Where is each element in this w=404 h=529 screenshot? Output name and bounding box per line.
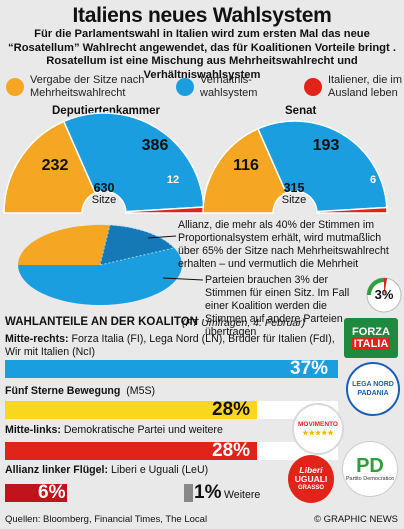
bar-others <box>184 484 193 502</box>
logo-lega-line2: PADANIA <box>357 390 389 397</box>
footer-source: Quellen: Bloomberg, Financial Times, The… <box>5 514 208 525</box>
logo-pd-name: Partito Democratico <box>345 476 395 482</box>
senate-abroad-value: 6 <box>369 174 377 186</box>
legend-dot-majority <box>6 78 24 96</box>
pie-hatch-slice <box>99 224 175 266</box>
party-detail: Forza Italia (FI), Lega Nord (LN), Brüde… <box>5 333 335 358</box>
deputies-majority-value: 232 <box>41 157 69 174</box>
deputies-total-label: Sitze <box>91 194 117 206</box>
party-detail: Liberi e Uguali (LeU) <box>110 464 209 476</box>
legend-dot-abroad <box>304 78 322 96</box>
party-detail: Demokratische Partei und weitere <box>63 424 223 436</box>
logo-movimento: MOVIMENTO ★★★★★ <box>292 403 344 455</box>
logo-movimento-line1: MOVIMENTO <box>298 421 338 428</box>
deputies-majority-segment <box>3 120 97 214</box>
senate-abroad-segment <box>316 206 388 214</box>
section-source: (FT Umfragen, 4. Februar) <box>182 317 306 329</box>
logo-forza-line2: ITALIA <box>351 338 391 350</box>
legend-dot-proportional <box>176 78 194 96</box>
bar-center-right <box>5 360 338 378</box>
senate-majority-value: 116 <box>233 157 259 174</box>
bar-value-center-left: 28% <box>212 440 251 461</box>
senate-proportional-segment <box>257 120 388 213</box>
bar-value-center-right: 37% <box>290 358 329 379</box>
logo-movimento-stars: ★★★★★ <box>302 430 334 437</box>
deputies-abroad-value: 12 <box>166 174 180 186</box>
party-name: Mitte-links: <box>5 424 61 436</box>
logo-forza-italia: FORZA ITALIA <box>344 318 398 358</box>
footer-brand: © GRAPHIC NEWS <box>313 514 398 525</box>
logo-liberi-uguali: Liberi UGUALI GRASSO <box>288 455 334 503</box>
bar-five-star <box>5 401 257 419</box>
logo-liberi-line1: Liberi <box>299 464 323 475</box>
bar-value-five-star: 28% <box>212 399 251 420</box>
party-name: Mitte-rechts: <box>5 333 69 345</box>
deputies-total: 630 <box>93 181 115 195</box>
bar-track-center-left <box>5 442 338 460</box>
logo-lega-line1: LEGA NORD <box>352 381 394 388</box>
page-title: Italiens neues Wahlsystem <box>72 4 332 27</box>
threshold-badge <box>366 277 402 313</box>
senate-proportional-value: 193 <box>312 137 340 154</box>
logo-lega-nord: LEGA NORD PADANIA <box>346 362 400 416</box>
chamber-title-senate: Senat <box>285 105 317 117</box>
others-label: Weitere <box>224 489 261 501</box>
section-title: WAHLANTEILE AN DER KOALITON <box>5 316 198 328</box>
party-detail: (M5S) <box>126 385 156 397</box>
deputies-hemicycle <box>3 112 205 214</box>
bar-value-others: 1% <box>194 482 222 503</box>
threshold-badge-label: 3% <box>374 287 394 302</box>
deputies-proportional-segment <box>62 112 205 213</box>
senate-hemicycle <box>202 120 388 214</box>
senate-total: 315 <box>283 181 305 195</box>
bar-left-alliance <box>5 484 67 502</box>
logo-liberi-line2: UGUALI <box>294 473 328 484</box>
bar-track-center-right <box>5 360 338 378</box>
senate-total-label: Sitze <box>281 194 307 206</box>
party-head-five-star: Fünf Sterne Bewegung (M5S) <box>5 385 335 398</box>
annotation-arrows <box>147 235 204 281</box>
legend-label-proportional: Verhältnis-wahlsystem <box>200 74 258 99</box>
intro-text: Für die Parlamentswahl in Italien wird z… <box>8 28 396 81</box>
bar-track-five-star <box>5 401 338 419</box>
party-head-center-right: Mitte-rechts: Forza Italia (FI), Lega No… <box>5 333 335 359</box>
chamber-title-deputies: Deputiertenkammer <box>52 105 161 117</box>
logo-forza-line1: FORZA <box>352 326 390 338</box>
legend-label-majority: Vergabe der Sitze nach Mehrheitswahlrech… <box>30 74 145 99</box>
bar-center-left <box>5 442 257 460</box>
legend-label-abroad: Italiener, die im Ausland leben <box>328 74 402 99</box>
party-head-left-alliance: Allianz linker Flügel: Liberi e Uguali (… <box>5 464 335 477</box>
logo-partito-democratico: PD Partito Democratico <box>342 441 398 497</box>
annotation-threshold: Parteien brauchen 3% der Stimmen für ein… <box>205 274 350 338</box>
logo-liberi-line3: GRASSO <box>297 484 324 491</box>
allocation-pie <box>17 224 183 305</box>
annotation-majority-bonus: Allianz, die mehr als 40% der Stimmen im… <box>178 219 389 270</box>
party-name: Allianz linker Flügel: <box>5 464 109 476</box>
senate-majority-segment <box>202 127 288 214</box>
deputies-proportional-value: 386 <box>141 137 169 154</box>
party-name: Fünf Sterne Bewegung <box>5 385 121 397</box>
party-head-center-left: Mitte-links: Demokratische Partei und we… <box>5 424 335 437</box>
logo-pd-mark: PD <box>356 455 384 477</box>
bar-value-left-alliance: 6% <box>38 482 66 503</box>
